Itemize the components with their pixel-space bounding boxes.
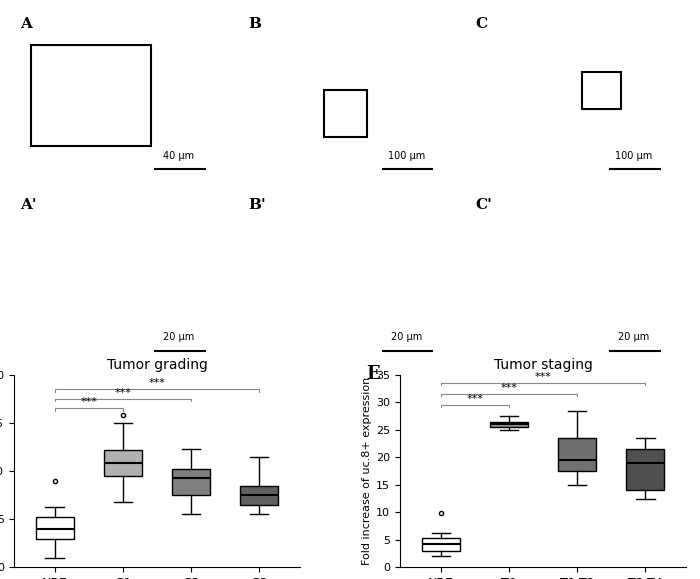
Bar	[324, 90, 368, 137]
PathPatch shape	[559, 438, 596, 471]
Text: A': A'	[20, 198, 37, 212]
Title: Tumor grading: Tumor grading	[106, 358, 207, 372]
Bar	[32, 45, 150, 145]
Text: E: E	[365, 365, 379, 383]
Text: 20 μm: 20 μm	[618, 332, 650, 342]
Y-axis label: Fold increase of uc.8+ expression: Fold increase of uc.8+ expression	[362, 377, 372, 565]
Bar	[582, 72, 621, 109]
PathPatch shape	[626, 449, 664, 490]
Text: 100 μm: 100 μm	[388, 151, 425, 161]
Text: 20 μm: 20 μm	[391, 332, 422, 342]
PathPatch shape	[422, 538, 460, 551]
Text: ***: ***	[500, 383, 517, 393]
PathPatch shape	[36, 517, 74, 538]
Text: ***: ***	[535, 372, 552, 382]
PathPatch shape	[490, 422, 528, 427]
Text: C: C	[476, 17, 488, 31]
Text: ***: ***	[80, 397, 97, 408]
Text: B: B	[248, 17, 261, 31]
PathPatch shape	[172, 469, 210, 495]
Text: C': C'	[476, 198, 493, 212]
PathPatch shape	[240, 486, 278, 505]
Text: ***: ***	[466, 394, 484, 404]
Text: B': B'	[248, 198, 266, 212]
PathPatch shape	[104, 450, 141, 476]
Text: A: A	[20, 17, 32, 31]
Text: 40 μm: 40 μm	[163, 151, 195, 161]
Text: 100 μm: 100 μm	[615, 151, 652, 161]
Title: Tumor staging: Tumor staging	[494, 358, 592, 372]
Text: ***: ***	[115, 388, 132, 398]
Text: 20 μm: 20 μm	[163, 332, 195, 342]
Text: ***: ***	[148, 378, 165, 388]
